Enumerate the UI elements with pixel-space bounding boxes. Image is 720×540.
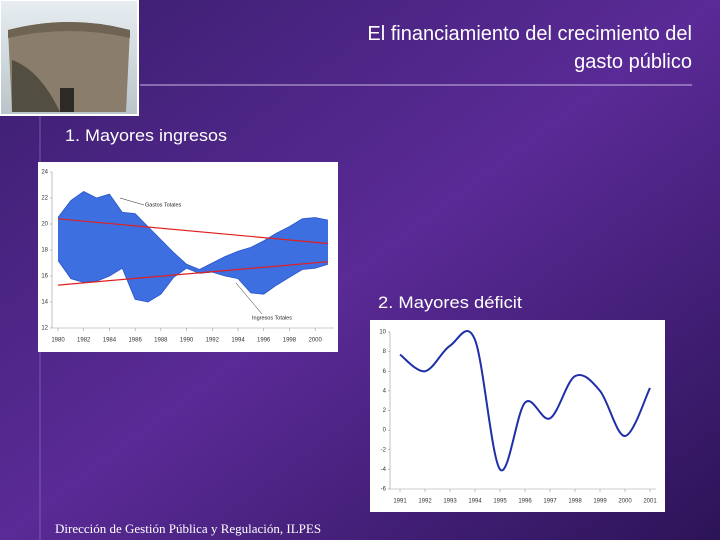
chart-frame <box>370 320 665 512</box>
y-tick-label: 20 <box>41 222 48 228</box>
y-tick-label: 6 <box>383 369 387 375</box>
x-tick-label: 1984 <box>103 338 117 344</box>
x-tick-label: 2001 <box>643 499 657 505</box>
x-tick-label: 1998 <box>568 499 582 505</box>
y-tick-label: 22 <box>41 196 48 202</box>
x-tick-label: 1986 <box>128 338 142 344</box>
x-tick-label: 1997 <box>543 499 557 505</box>
annotation: Ingresos Totales <box>252 315 292 321</box>
y-tick-label: -2 <box>381 447 387 453</box>
x-tick-label: 1996 <box>518 499 532 505</box>
y-tick-label: 24 <box>41 170 48 176</box>
x-tick-label: 2000 <box>618 499 632 505</box>
slide-title: El financiamiento del crecimiento del <box>367 23 692 45</box>
x-tick-label: 1982 <box>77 338 91 344</box>
x-tick-label: 1988 <box>154 338 168 344</box>
annotation-arrow <box>119 197 145 206</box>
heading: 1. Mayores ingresos <box>65 126 227 145</box>
x-tick-label: 1995 <box>493 499 507 505</box>
x-tick-label: 1993 <box>443 499 457 505</box>
slide-title: gasto público <box>574 51 692 73</box>
data-line <box>399 330 651 472</box>
band-fill <box>58 191 328 302</box>
y-tick-label: 10 <box>379 330 386 336</box>
annotation-arrow <box>235 282 263 315</box>
x-tick-label: 1992 <box>206 338 220 344</box>
trend-line <box>57 218 329 245</box>
x-tick-label: 1999 <box>593 499 607 505</box>
y-tick-label: 2 <box>383 408 387 414</box>
data-line <box>57 260 329 303</box>
x-tick-label: 1994 <box>468 499 482 505</box>
y-tick-label: -4 <box>381 467 387 473</box>
annotation: Gastos Totales <box>145 202 182 208</box>
y-tick-label: 0 <box>383 428 387 434</box>
x-tick-label: 1980 <box>51 338 65 344</box>
heading: 2. Mayores déficit <box>378 293 522 312</box>
x-tick-label: 2000 <box>308 338 322 344</box>
footer: Dirección de Gestión Pública y Regulació… <box>55 521 321 536</box>
x-tick-label: 1994 <box>231 338 245 344</box>
y-tick-label: 4 <box>383 388 387 394</box>
y-tick-label: 14 <box>41 300 48 306</box>
x-tick-label: 1998 <box>283 338 297 344</box>
y-tick-label: 18 <box>41 248 48 254</box>
trend-line <box>57 261 329 286</box>
y-tick-label: 8 <box>383 349 387 355</box>
photo <box>0 0 139 116</box>
x-tick-label: 1991 <box>393 499 407 505</box>
y-tick-label: -6 <box>381 487 387 493</box>
x-tick-label: 1990 <box>180 338 194 344</box>
data-line <box>57 191 329 270</box>
y-tick-label: 12 <box>41 326 48 332</box>
y-tick-label: 16 <box>41 274 48 280</box>
x-tick-label: 1996 <box>257 338 271 344</box>
x-tick-label: 1992 <box>418 499 432 505</box>
